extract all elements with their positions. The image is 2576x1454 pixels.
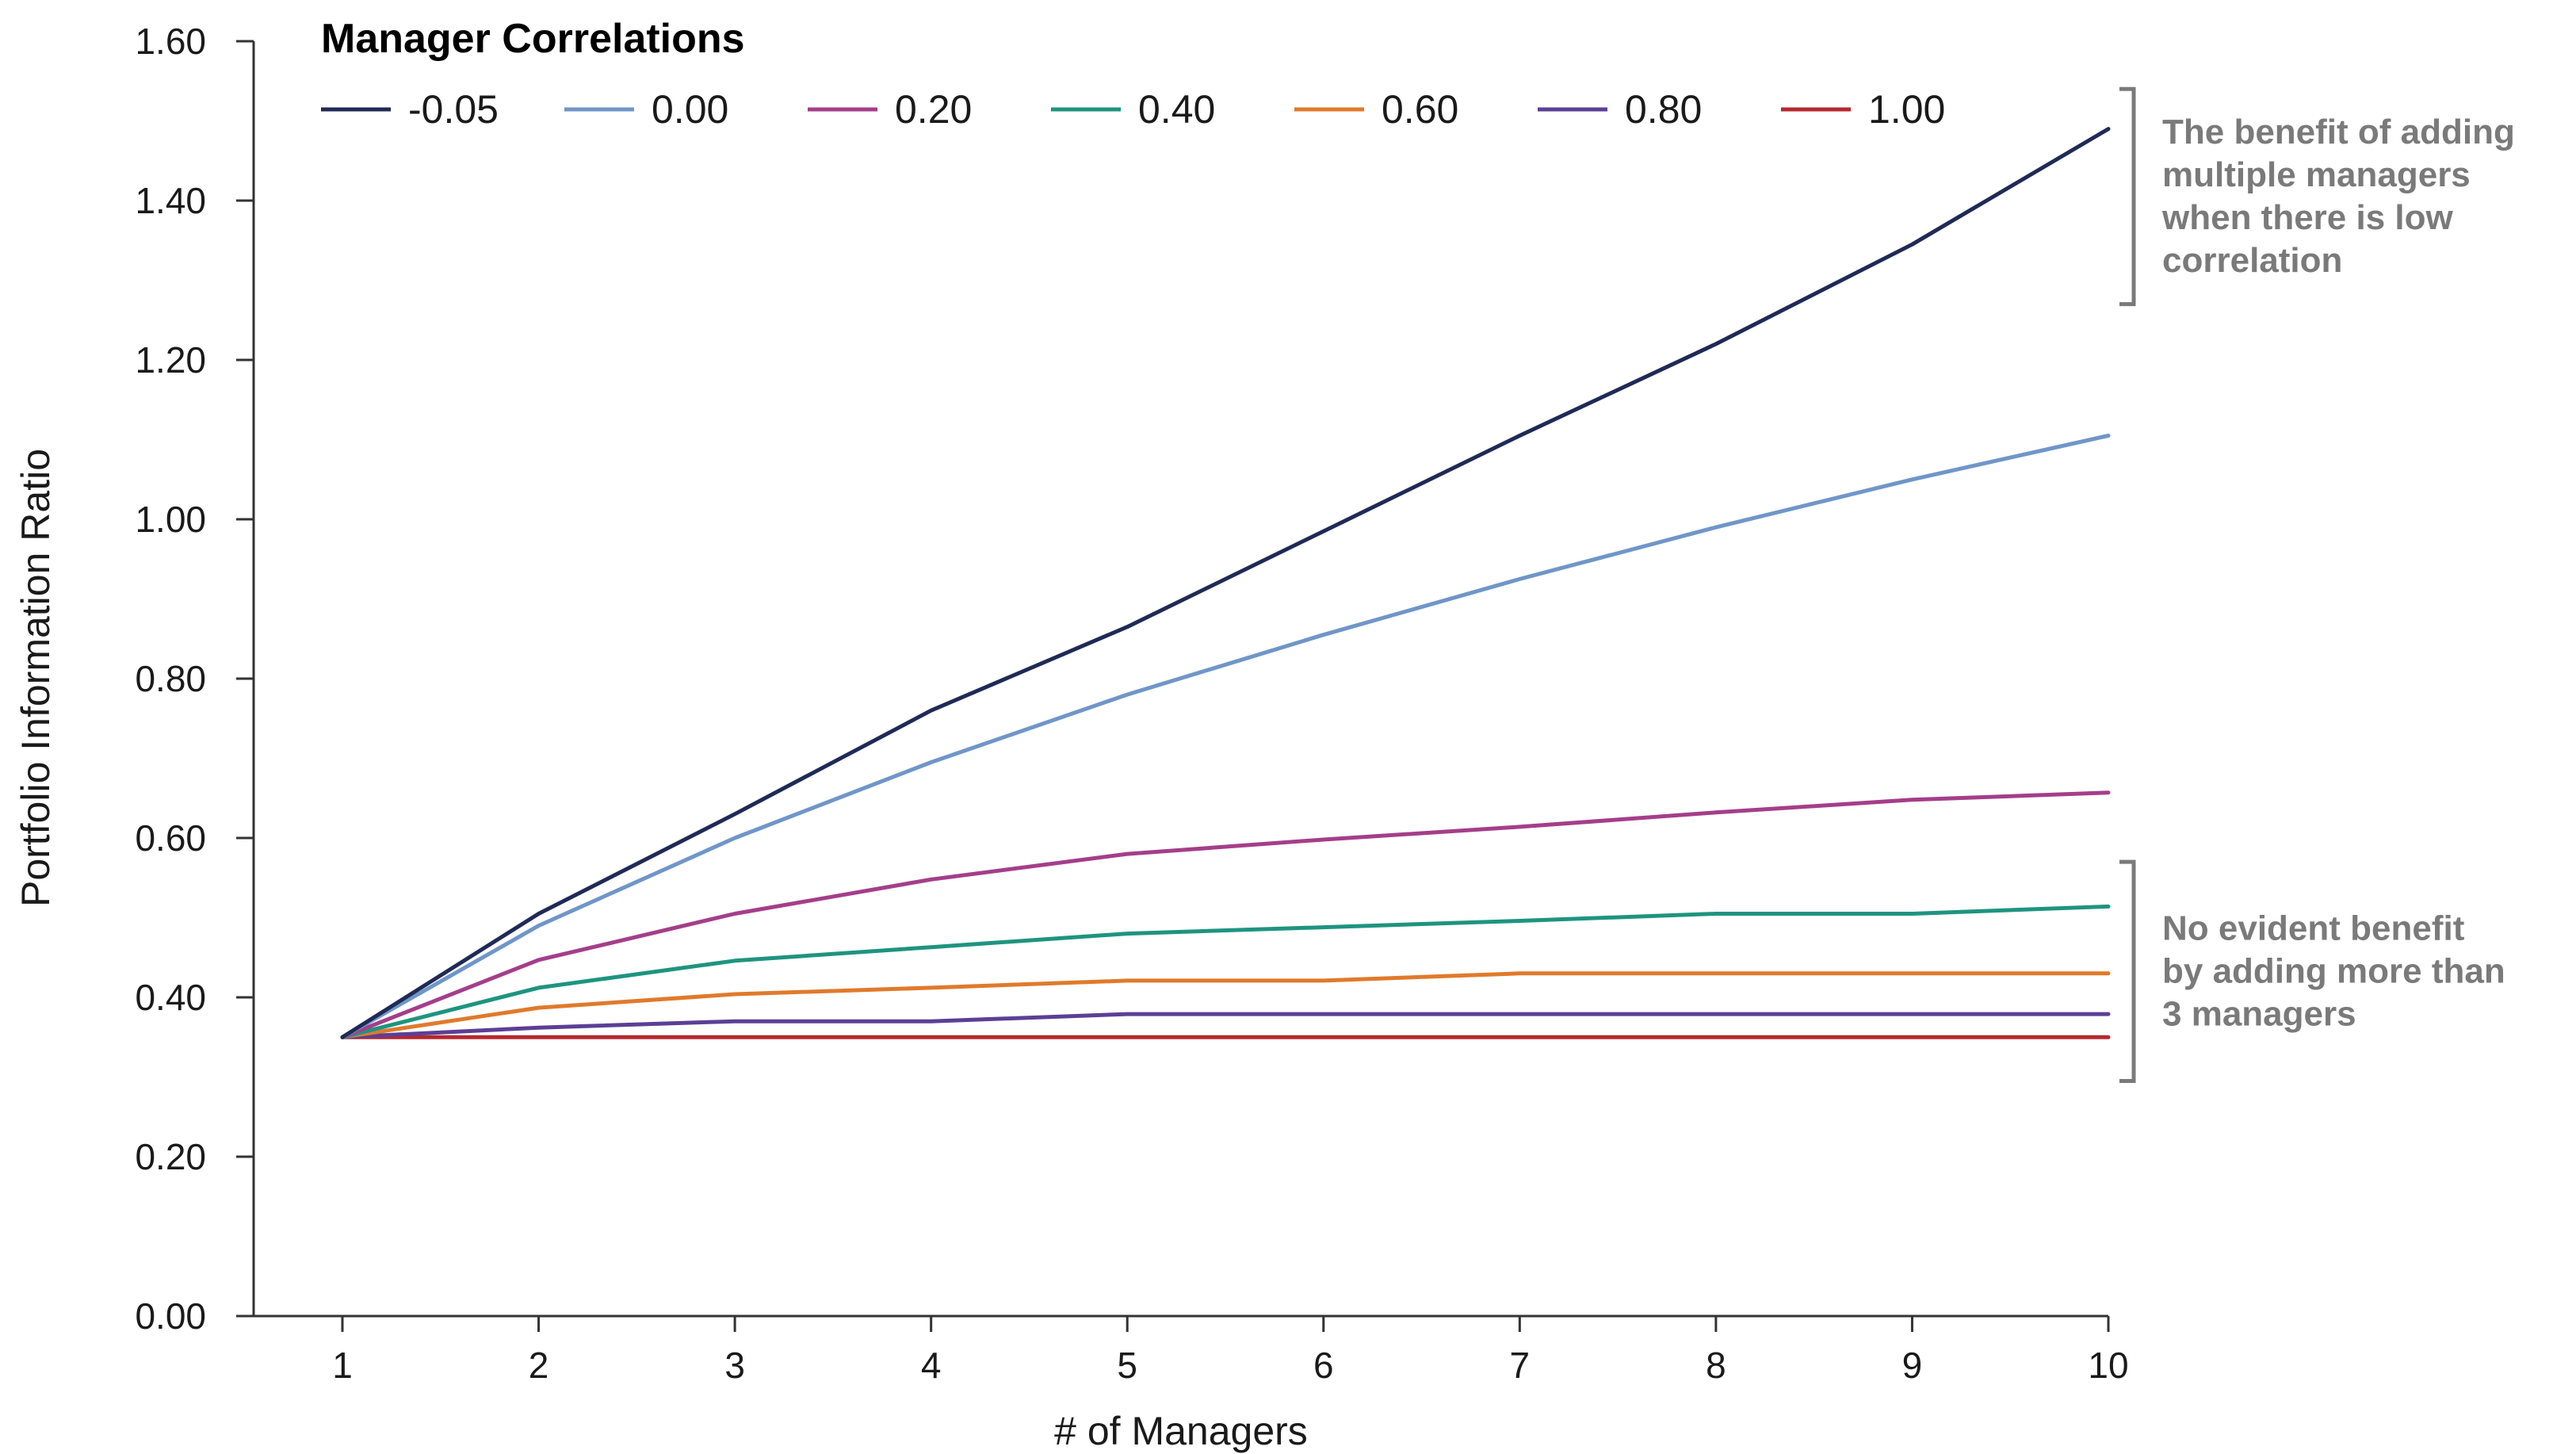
- annotation-text: No evident benefit: [2162, 909, 2465, 947]
- legend-label: 0.40: [1138, 87, 1215, 132]
- y-tick-label: 1.20: [135, 339, 206, 381]
- y-tick-label: 0.60: [135, 817, 206, 859]
- annotation-text: when there is low: [2161, 198, 2454, 237]
- x-tick-label: 3: [724, 1345, 745, 1386]
- annotation-text: correlation: [2162, 241, 2342, 280]
- x-tick-label: 6: [1313, 1345, 1334, 1386]
- x-tick-label: 4: [921, 1345, 942, 1386]
- series-line-0.00: [340, 434, 2111, 1039]
- annotation-bracket: [2119, 859, 2136, 1084]
- legend-label: 0.60: [1382, 87, 1458, 132]
- series-line-0.80: [340, 1012, 2111, 1039]
- x-axis-title: # of Managers: [1054, 1409, 1308, 1453]
- legend-label: -0.05: [408, 87, 499, 132]
- axes: 0.00 0.20 0.40 0.60 0.80 1.00 1.20 1.40 1.60 1 2 3 4…: [135, 21, 2128, 1386]
- annotation-bracket: [2119, 86, 2136, 307]
- y-tick-label: 0.80: [135, 658, 206, 699]
- y-tick-label: 0.40: [135, 977, 206, 1018]
- y-tick-label: 0.20: [135, 1136, 206, 1177]
- annotation-text: by adding more than: [2162, 951, 2505, 990]
- series-line--0.05: [340, 127, 2111, 1039]
- legend-label: 1.00: [1868, 87, 1945, 132]
- annotation-text: 3 managers: [2162, 994, 2356, 1033]
- y-axis-title: Portfolio Information Ratio: [13, 449, 58, 907]
- x-tick-label: 2: [529, 1345, 549, 1386]
- legend: Manager Correlations -0.05 0.00 0.20 0.40 0.…: [321, 16, 1945, 132]
- series-line-0.60: [340, 971, 2111, 1039]
- y-tick-label: 1.60: [135, 21, 206, 62]
- x-tick-label: 1: [332, 1345, 353, 1386]
- y-tick-label: 1.00: [135, 499, 206, 540]
- x-tick-label: 7: [1510, 1345, 1531, 1386]
- legend-label: 0.20: [895, 87, 972, 132]
- series-line-0.40: [340, 904, 2111, 1039]
- annotation-text: multiple managers: [2162, 155, 2471, 194]
- y-tick-label: 0.00: [135, 1295, 206, 1337]
- annotation-text: The benefit of adding: [2162, 113, 2515, 151]
- series-line-0.20: [340, 790, 2111, 1039]
- x-tick-label: 9: [1902, 1345, 1923, 1386]
- legend-label: 0.00: [652, 87, 728, 132]
- x-tick-label: 10: [2088, 1345, 2128, 1386]
- y-tick-label: 1.40: [135, 180, 206, 221]
- legend-label: 0.80: [1625, 87, 1702, 132]
- legend-title: Manager Correlations: [321, 16, 745, 62]
- annotations: The benefit of adding multiple managers wh…: [2119, 86, 2515, 1084]
- series-lines: [340, 127, 2111, 1039]
- x-tick-label: 5: [1117, 1345, 1137, 1386]
- x-tick-label: 8: [1706, 1345, 1726, 1386]
